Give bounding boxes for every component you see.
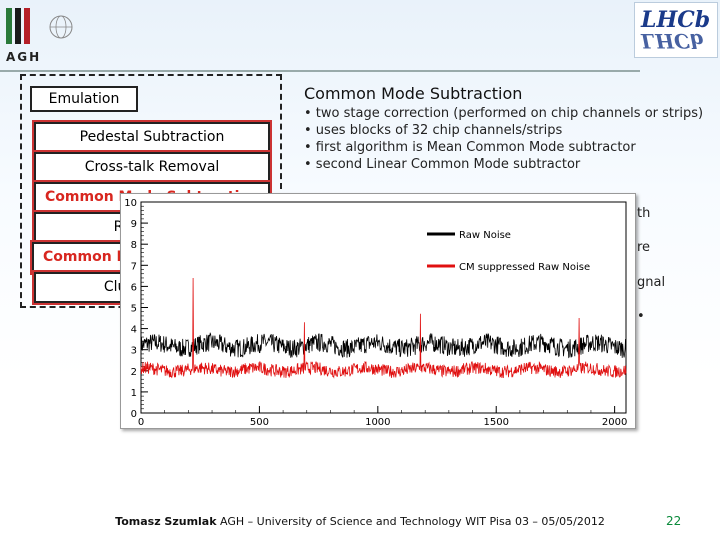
y-tick-label: 1: [131, 388, 137, 399]
x-tick-label: 2000: [602, 417, 627, 428]
noise-plot-svg: 0 1 2 3 4 5 6 7 8 9 10 0 500 1000 1500 2000 Raw Noise CM …: [124, 198, 627, 428]
slide-title: Common Mode Subtraction: [304, 84, 523, 103]
x-tick-label: 1500: [483, 417, 508, 428]
y-tick-label: 4: [131, 325, 137, 336]
y-tick-label: 9: [131, 219, 137, 230]
legend-box: [421, 216, 601, 286]
footer-author: Tomasz Szumlak: [115, 515, 217, 528]
lhcb-logo-reflection: LHCb: [641, 29, 704, 53]
y-tick-label: 3: [131, 346, 137, 357]
bullet-list: • two stage correction (performed on chi…: [304, 105, 704, 173]
partial-text: re: [637, 240, 651, 255]
bullet-item: • first algorithm is Mean Common Mode su…: [304, 140, 636, 155]
footer: Tomasz Szumlak AGH – University of Scien…: [0, 515, 720, 528]
y-tick-label: 6: [131, 282, 137, 293]
y-tick-label: 5: [131, 304, 137, 315]
legend-label: Raw Noise: [459, 230, 511, 241]
stage-pedestal-subtraction: Pedestal Subtraction: [34, 122, 270, 153]
bullet-item: • uses blocks of 32 chip channels/strips: [304, 123, 563, 138]
emulation-label: Emulation: [30, 86, 138, 112]
partial-text: •: [637, 309, 645, 324]
agh-logo-text: AGH: [6, 50, 42, 64]
x-tick-label: 500: [250, 417, 269, 428]
lhcb-logo-text: LHCb: [641, 7, 711, 33]
y-tick-label: 7: [131, 261, 137, 272]
page-number: 22: [666, 514, 682, 528]
lhcb-logo: LHCb LHCb: [634, 2, 718, 58]
noise-plot: 0 1 2 3 4 5 6 7 8 9 10 0 500 1000 1500 2000 Raw Noise CM …: [120, 193, 636, 429]
header-divider: [0, 70, 640, 72]
series-cm-suppressed: [140, 277, 627, 379]
x-tick-label: 0: [138, 417, 144, 428]
series-raw-noise: [140, 332, 627, 359]
y-tick-label: 2: [131, 367, 137, 378]
y-tick-label: 0: [131, 409, 137, 420]
partial-text: gnal: [637, 275, 666, 290]
y-tick-label: 10: [124, 198, 137, 209]
agh-logo: [4, 6, 74, 66]
footer-text: AGH – University of Science and Technolo…: [216, 515, 605, 528]
partial-text: th: [637, 206, 651, 221]
y-tick-label: 8: [131, 240, 137, 251]
globe-icon: [49, 15, 73, 39]
bullet-item: • two stage correction (performed on chi…: [304, 106, 704, 121]
x-tick-label: 1000: [365, 417, 390, 428]
bullet-item: • second Linear Common Mode subtractor: [304, 157, 581, 172]
legend-label: CM suppressed Raw Noise: [459, 262, 590, 273]
stage-cross-talk-removal: Cross-talk Removal: [34, 152, 270, 183]
